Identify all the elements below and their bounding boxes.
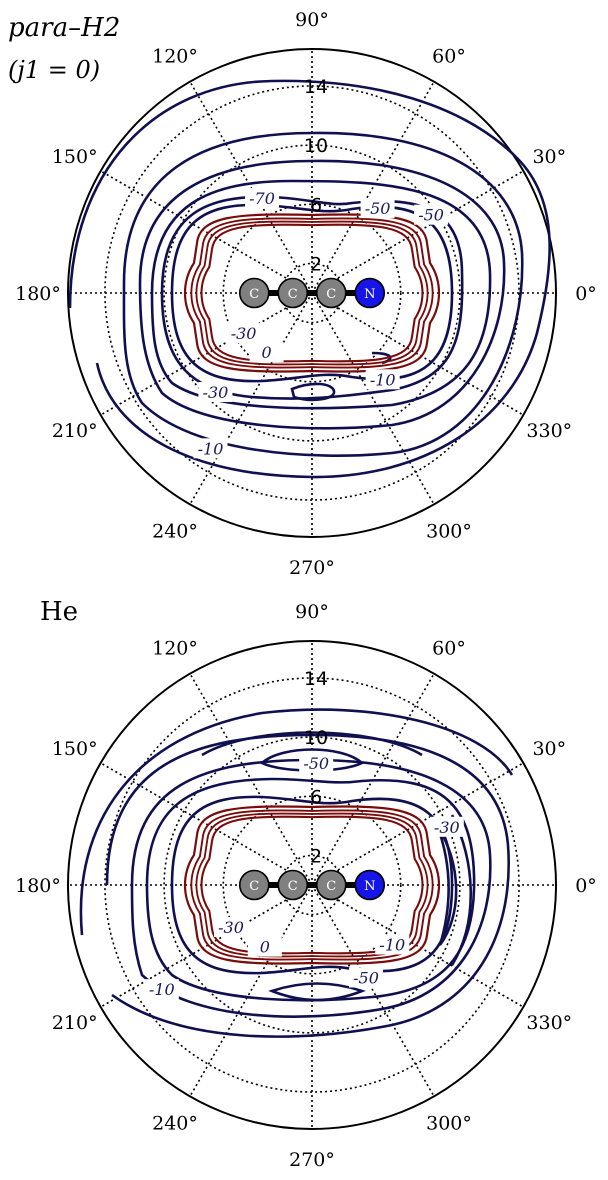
angle-tick-label: 300° xyxy=(426,520,472,542)
angle-tick-label: 60° xyxy=(432,46,466,68)
atom-label: C xyxy=(288,879,298,894)
angle-tick-label: 150° xyxy=(52,738,98,760)
radial-tick-label: 10 xyxy=(304,135,328,157)
atom-label: C xyxy=(288,287,298,302)
contour-label: -50 xyxy=(303,754,329,773)
angle-tick-label: 300° xyxy=(426,1112,472,1134)
atom-label: C xyxy=(249,287,259,302)
angle-tick-label: 0° xyxy=(575,875,597,897)
angle-tick-label: 210° xyxy=(52,420,98,442)
panel-title: He xyxy=(40,597,78,627)
contour-label: -30 xyxy=(218,918,244,937)
angle-tick-label: 0° xyxy=(575,283,597,305)
panel-helium: He -50-30-300 -10- xyxy=(15,597,597,1171)
contour-label: -10 xyxy=(379,936,405,955)
radial-tick-label: 14 xyxy=(304,668,328,690)
contour-label: -30 xyxy=(203,383,229,402)
angle-tick-label: 30° xyxy=(532,146,566,168)
angle-tick-label: 330° xyxy=(526,420,572,442)
contour-label: -30 xyxy=(231,324,257,343)
angle-tick-label: 330° xyxy=(526,1012,572,1034)
contour-label: -30 xyxy=(434,818,460,837)
angle-tick-label: 90° xyxy=(295,9,329,31)
atom-label: C xyxy=(326,879,336,894)
angle-tick-label: 60° xyxy=(432,638,466,660)
angle-tick-label: 240° xyxy=(152,520,198,542)
radial-tick-label: 2 xyxy=(310,253,322,275)
radial-tick-label: 6 xyxy=(310,786,322,808)
atom-label: N xyxy=(364,879,375,894)
radial-tick-label: 6 xyxy=(310,194,322,216)
angle-tick-label: 30° xyxy=(532,738,566,760)
contour-label: -10 xyxy=(198,439,224,458)
atom-label: C xyxy=(326,287,336,302)
contour-label: -10 xyxy=(149,980,175,999)
angle-tick-label: 120° xyxy=(152,46,198,68)
angle-tick-label: 240° xyxy=(152,1112,198,1134)
angle-tick-label: 180° xyxy=(15,283,61,305)
angle-tick-label: 180° xyxy=(15,875,61,897)
angular-gridline xyxy=(101,171,312,293)
contour-label: -50 xyxy=(418,206,444,225)
angle-tick-label: 270° xyxy=(289,1149,335,1171)
radial-tick-label: 2 xyxy=(310,845,322,867)
panel-subtitle: (j1 = 0) xyxy=(8,56,100,84)
atom-label: C xyxy=(249,879,259,894)
radial-tick-label: 10 xyxy=(304,727,328,749)
angle-tick-label: 150° xyxy=(52,146,98,168)
contour-label: -70 xyxy=(249,189,275,208)
contour-label: 0 xyxy=(262,343,272,362)
panel-para-h2: para–H2 (j1 = 0) xyxy=(8,9,597,579)
contour-label: -10 xyxy=(370,370,396,389)
panel-title: para–H2 xyxy=(8,13,120,43)
contour-line xyxy=(272,984,362,1001)
radial-tick-labels: 2 6 10 14 xyxy=(304,76,328,275)
angle-tick-label: 90° xyxy=(295,601,329,623)
angle-tick-label: 120° xyxy=(152,638,198,660)
angle-tick-label: 210° xyxy=(52,1012,98,1034)
atom-label: N xyxy=(364,287,375,302)
contour-label: -50 xyxy=(353,969,379,988)
angle-tick-label: 270° xyxy=(289,557,335,579)
contour-label: 0 xyxy=(260,938,270,957)
contour-label: -50 xyxy=(365,199,391,218)
radial-tick-label: 14 xyxy=(304,76,328,98)
